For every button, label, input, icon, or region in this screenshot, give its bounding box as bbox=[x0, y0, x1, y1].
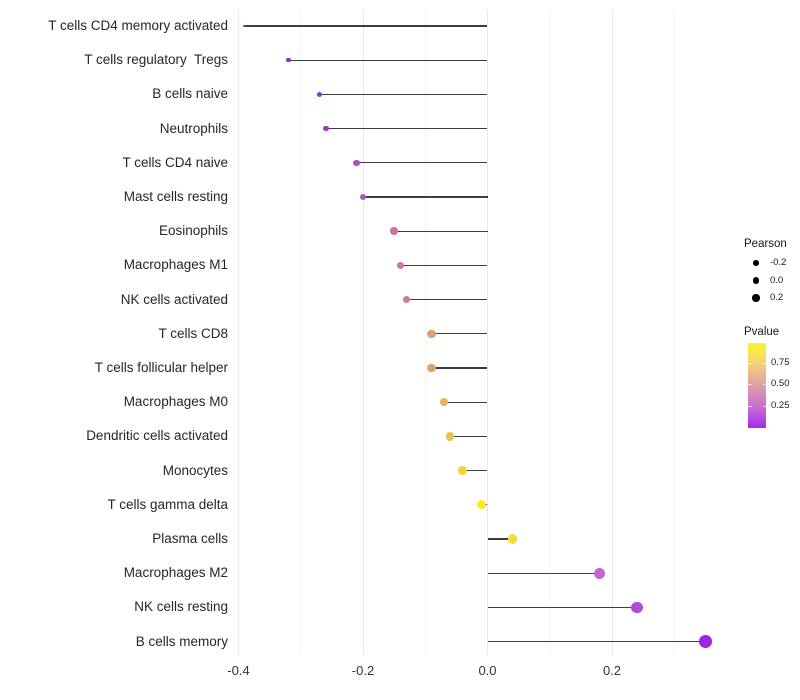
x-gridline-major bbox=[238, 10, 239, 655]
pvalue-colorbar-tick bbox=[748, 384, 752, 385]
pvalue-colorbar-tick bbox=[762, 384, 766, 385]
pearson-legend-key-dot bbox=[753, 260, 759, 266]
data-point bbox=[353, 159, 361, 167]
y-axis-label: NK cells resting bbox=[134, 599, 228, 615]
data-point bbox=[316, 91, 323, 98]
data-point bbox=[322, 125, 329, 132]
data-point bbox=[390, 227, 398, 235]
pvalue-colorbar-tick bbox=[748, 405, 752, 407]
stem-line bbox=[356, 162, 488, 164]
y-axis-label: Neutrophils bbox=[159, 120, 228, 136]
data-point bbox=[427, 329, 436, 338]
y-axis-label: Mast cells resting bbox=[123, 189, 228, 204]
y-axis-label: Macrophages M1 bbox=[123, 257, 228, 273]
data-point bbox=[427, 363, 436, 373]
data-point bbox=[286, 57, 291, 63]
pearson-legend-key-label: 0.0 bbox=[770, 274, 784, 286]
x-gridline-minor bbox=[673, 10, 675, 655]
x-gridline-minor bbox=[424, 10, 426, 655]
y-axis-label: B cells memory bbox=[135, 633, 228, 649]
y-axis-label: Monocytes bbox=[162, 462, 228, 478]
data-point bbox=[458, 466, 468, 476]
stem-line bbox=[487, 606, 637, 609]
x-gridline-minor bbox=[549, 10, 551, 655]
pearson-legend-key-label: 0.2 bbox=[770, 292, 784, 303]
stem-line bbox=[363, 196, 488, 198]
pearson-legend-key-dot bbox=[752, 294, 760, 302]
pvalue-legend-title: Pvalue bbox=[744, 326, 780, 338]
stem-line bbox=[443, 401, 488, 403]
data-point bbox=[439, 397, 449, 407]
y-axis-label: Dendritic cells activated bbox=[86, 428, 228, 444]
pvalue-colorbar-tick bbox=[762, 363, 766, 364]
stem-line bbox=[431, 333, 488, 335]
stem-line bbox=[319, 93, 488, 96]
x-axis-tick-label: -0.2 bbox=[351, 663, 375, 678]
y-axis-label: Eosinophils bbox=[158, 223, 228, 239]
x-gridline-major bbox=[487, 10, 488, 655]
y-axis-label: Plasma cells bbox=[152, 531, 228, 546]
y-axis-label: T cells CD4 memory activated bbox=[48, 18, 228, 33]
y-axis-label: T cells CD8 bbox=[158, 325, 228, 341]
stem-line bbox=[394, 230, 488, 232]
stem-line bbox=[487, 538, 513, 540]
y-axis-label: T cells CD4 naive bbox=[122, 154, 228, 170]
data-point bbox=[402, 295, 411, 304]
data-point bbox=[476, 500, 486, 510]
y-axis-label: NK cells activated bbox=[120, 291, 228, 307]
pvalue-colorbar-tick bbox=[762, 405, 766, 407]
x-axis-tick-label: 0.2 bbox=[602, 663, 622, 678]
y-axis-label: T cells regulatory Tregs bbox=[84, 52, 228, 68]
data-point bbox=[631, 601, 643, 614]
stem-line bbox=[406, 298, 488, 301]
stem-line bbox=[450, 435, 488, 438]
stem-line bbox=[400, 264, 488, 267]
x-gridline-major bbox=[611, 10, 613, 655]
pvalue-colorbar-label: 0.75 bbox=[771, 357, 790, 368]
pearson-legend-title: Pearson bbox=[744, 238, 787, 250]
stem-line bbox=[244, 25, 488, 27]
pearson-legend-key-dot bbox=[752, 277, 760, 284]
stem-line bbox=[288, 59, 488, 61]
x-gridline-major bbox=[362, 10, 364, 655]
data-point bbox=[243, 24, 246, 28]
pearson-legend-key-label: -0.2 bbox=[770, 257, 787, 268]
x-axis-tick-label: 0.0 bbox=[478, 663, 497, 678]
data-point bbox=[359, 193, 367, 201]
data-point bbox=[445, 432, 455, 441]
pvalue-colorbar-tick bbox=[748, 363, 752, 364]
y-axis-label: Macrophages M0 bbox=[123, 394, 228, 410]
pvalue-colorbar-label: 0.50 bbox=[771, 378, 790, 389]
stem-line bbox=[325, 127, 488, 130]
pvalue-colorbar-label: 0.25 bbox=[771, 399, 790, 411]
data-point bbox=[396, 261, 405, 270]
data-point bbox=[699, 635, 712, 648]
stem-line bbox=[487, 572, 600, 574]
y-axis-label: T cells follicular helper bbox=[94, 360, 228, 375]
stem-line bbox=[431, 367, 488, 369]
stem-line bbox=[487, 640, 706, 643]
x-gridline-minor bbox=[300, 10, 302, 655]
stem-line bbox=[462, 469, 488, 472]
data-point bbox=[593, 567, 606, 579]
pvalue-colorbar bbox=[748, 343, 766, 428]
y-axis-label: B cells naive bbox=[152, 86, 228, 102]
data-point bbox=[507, 534, 518, 544]
x-axis-tick-label: -0.4 bbox=[227, 663, 250, 678]
y-axis-label: Macrophages M2 bbox=[123, 565, 228, 581]
y-axis-label: T cells gamma delta bbox=[107, 496, 228, 512]
